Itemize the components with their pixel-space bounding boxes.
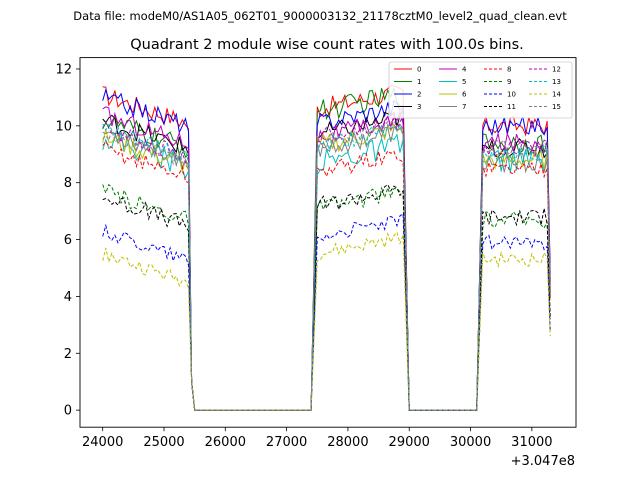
series-line: [102, 85, 551, 411]
series-line: [102, 88, 551, 411]
y-tick-label: 12: [55, 62, 72, 77]
legend-label: 6: [462, 91, 467, 99]
legend-label: 10: [507, 91, 516, 99]
legend-label: 9: [507, 78, 511, 86]
legend-label: 14: [552, 91, 561, 99]
legend-label: 12: [552, 66, 561, 74]
x-offset-label: +3.047e8: [511, 454, 575, 469]
legend-box: [388, 61, 573, 119]
x-tick-label: 26000: [205, 435, 246, 450]
legend-label: 1: [417, 78, 421, 86]
legend-label: 3: [417, 103, 421, 111]
y-tick-label: 2: [64, 347, 72, 362]
y-tick-label: 8: [64, 176, 72, 191]
data-file-suptitle: Data file: modeM0/AS1A05_062T01_90000031…: [73, 9, 567, 23]
series-line: [102, 114, 551, 411]
series-layer: [102, 85, 551, 411]
legend-label: 11: [507, 103, 516, 111]
x-tick-label: 25000: [143, 435, 184, 450]
legend-label: 4: [462, 66, 467, 74]
chart-title: Quadrant 2 module wise count rates with …: [130, 37, 524, 53]
y-tick-label: 4: [64, 290, 72, 305]
x-tick-label: 30000: [450, 435, 491, 450]
series-line: [102, 183, 551, 411]
legend-label: 0: [417, 66, 421, 74]
series-line: [102, 121, 551, 411]
legend-label: 5: [462, 78, 466, 86]
plot-frame: [79, 57, 577, 428]
y-tick-label: 10: [55, 119, 72, 134]
series-line: [102, 141, 551, 411]
legend-label: 8: [507, 66, 511, 74]
legend-label: 15: [552, 103, 561, 111]
x-tick-label: 28000: [327, 435, 368, 450]
legend-label: 13: [552, 78, 561, 86]
y-tick-label: 0: [64, 404, 72, 419]
legend-label: 7: [462, 103, 466, 111]
axes-layer: 24000 25000 26000 27000 28000 29000 30000 31000…: [55, 62, 552, 450]
series-line: [102, 123, 551, 411]
series-line: [102, 231, 551, 411]
x-tick-label: 31000: [511, 435, 552, 450]
x-tick-label: 27000: [266, 435, 307, 450]
series-line: [102, 123, 551, 411]
x-tick-label: 24000: [82, 435, 123, 450]
legend-label: 2: [417, 91, 421, 99]
series-line: [102, 212, 551, 411]
y-tick-label: 6: [64, 233, 72, 248]
series-line: [102, 106, 551, 411]
x-tick-label: 29000: [389, 435, 430, 450]
